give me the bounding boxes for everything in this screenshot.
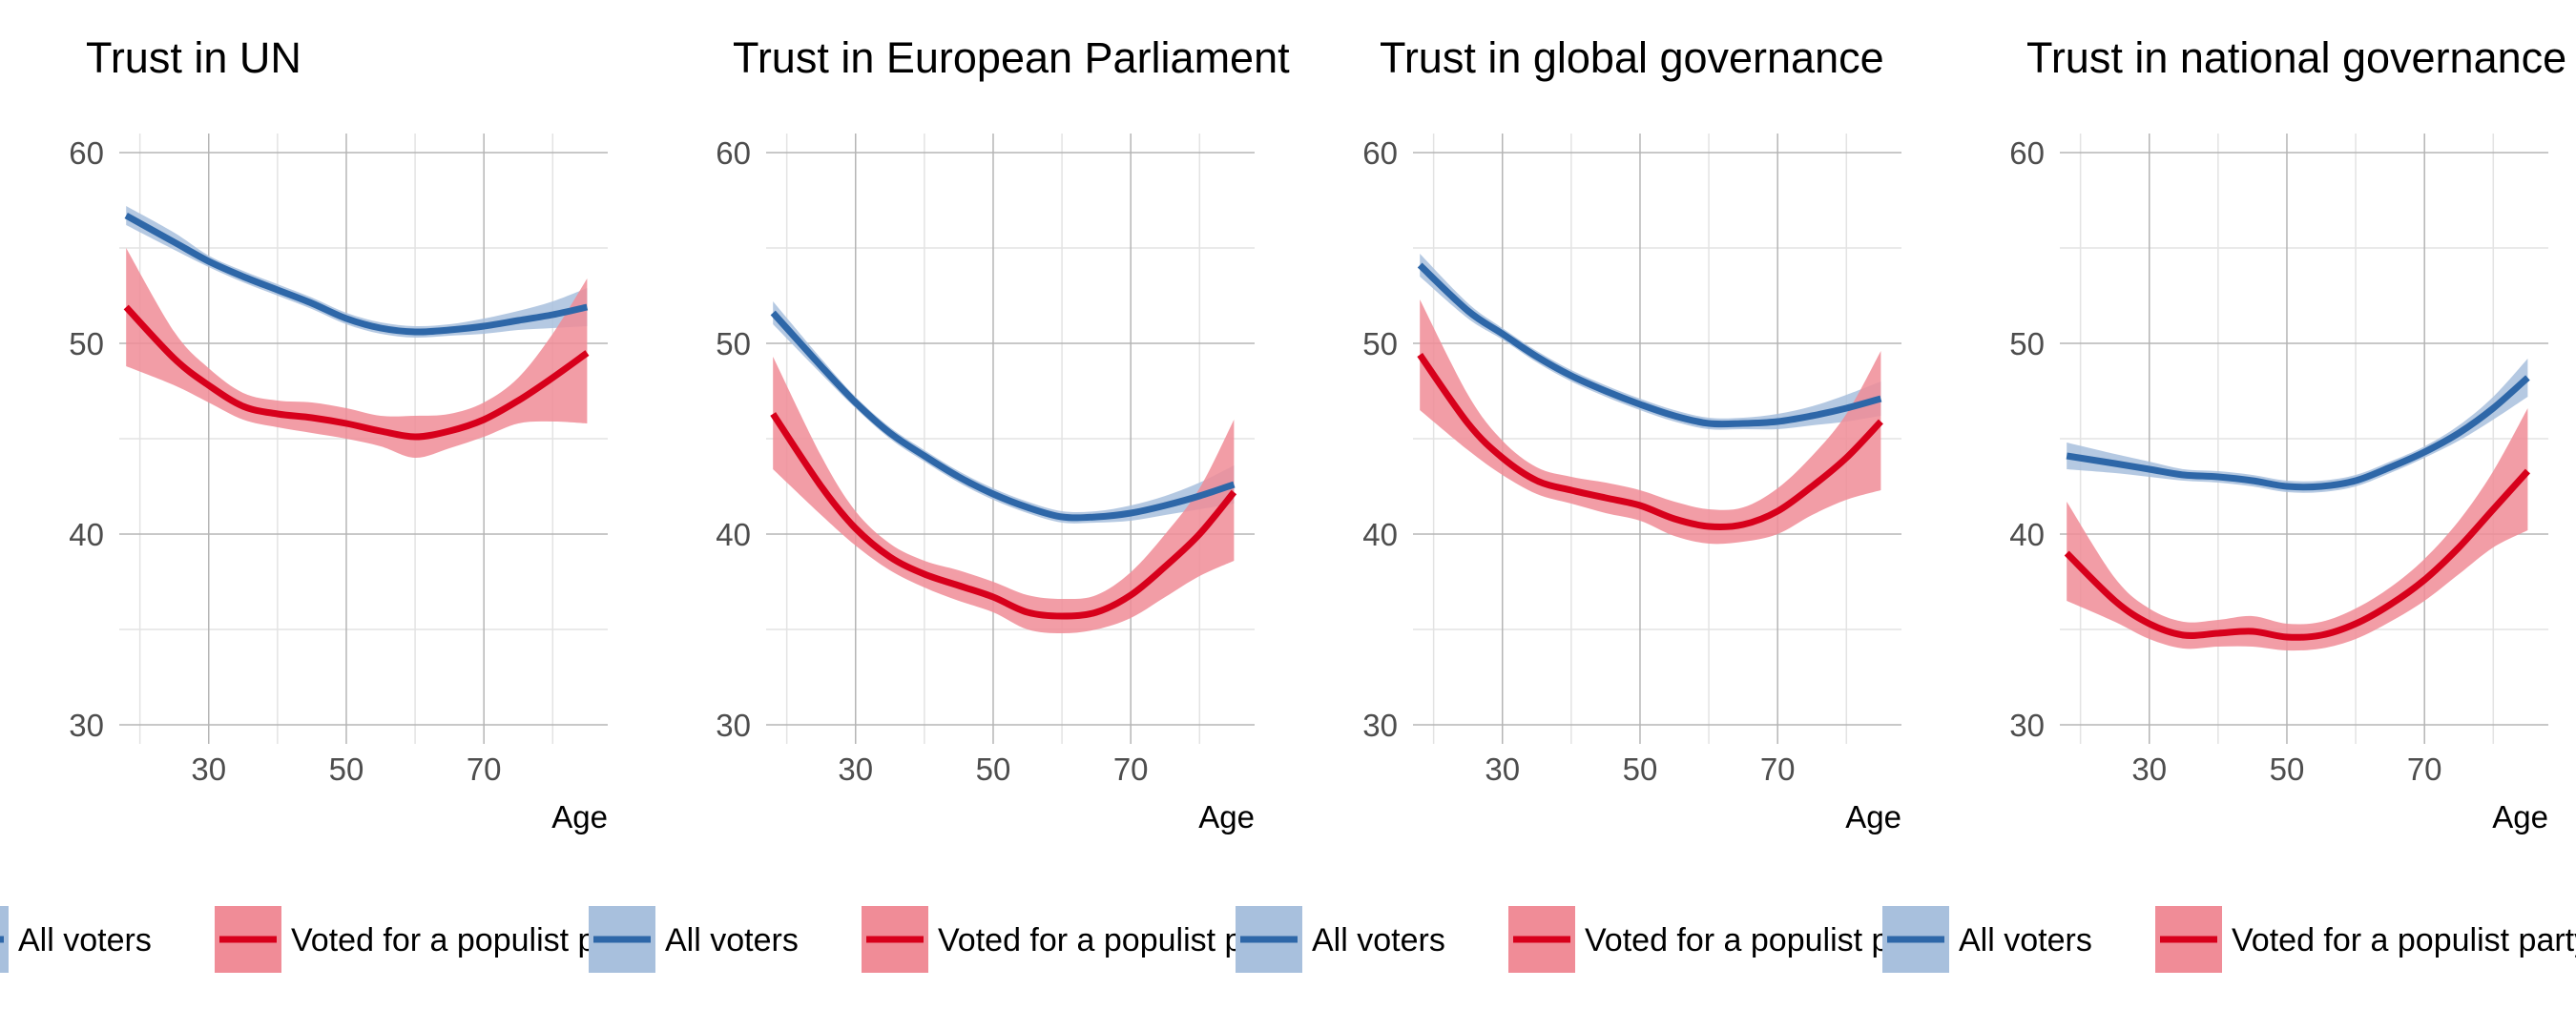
x-tick-label: 50: [1623, 752, 1658, 787]
all-voters-confidence-band: [773, 301, 1235, 524]
populist-trend-line: [770, 412, 1237, 620]
y-tick-label: 30: [2009, 708, 2045, 743]
y-tick-label: 50: [1362, 326, 1398, 361]
x-tick-label: 30: [838, 752, 873, 787]
legend-label-all-voters: All voters: [18, 922, 152, 958]
all-voters-trend-line: [770, 310, 1236, 522]
x-tick-label: 50: [329, 752, 364, 787]
panel-3: Trust in global governance 30 40 50 60 30 50 70…: [1362, 33, 1901, 834]
legend-label-populist: Voted for a populist party: [2232, 922, 2576, 958]
panel-title: Trust in global governance: [1380, 33, 1884, 82]
panel-1: Trust in UN 30 40 50 60 30 50 70 Age: [69, 33, 608, 834]
populist-confidence-band: [773, 357, 1235, 633]
all-voters-trend-line: [2066, 375, 2530, 491]
x-axis-label: Age: [1198, 799, 1255, 834]
x-tick-label: 70: [2407, 752, 2442, 787]
legend: All voters Voted for a populist party: [589, 906, 1297, 973]
panel-title: Trust in European Parliament: [733, 33, 1290, 82]
legend-label-all-voters: All voters: [665, 922, 799, 958]
y-tick-label: 50: [2009, 326, 2045, 361]
panel-title: Trust in UN: [86, 33, 301, 82]
panel-4: Trust in national governance 30 40 50 60 30 50…: [2009, 33, 2566, 834]
legend-key-all-voters: [0, 906, 9, 973]
y-tick-label: 50: [69, 326, 104, 361]
x-tick-label: 70: [1113, 752, 1149, 787]
y-tick-label: 60: [1362, 135, 1398, 171]
legend-label-all-voters: All voters: [1959, 922, 2092, 958]
y-tick-label: 50: [716, 326, 751, 361]
y-tick-label: 40: [1362, 517, 1398, 552]
y-tick-label: 40: [2009, 517, 2045, 552]
legend: All voters Voted for a populist party: [0, 906, 650, 973]
y-tick-label: 60: [2009, 135, 2045, 171]
x-tick-label: 50: [976, 752, 1011, 787]
x-axis-label: Age: [551, 799, 608, 834]
y-tick-label: 40: [69, 517, 104, 552]
all-voters-trend-line: [1417, 262, 1882, 428]
x-tick-label: 30: [1485, 752, 1520, 787]
y-tick-label: 60: [716, 135, 751, 171]
populist-trend-line: [1417, 352, 1883, 531]
legend-label-all-voters: All voters: [1312, 922, 1445, 958]
x-tick-label: 70: [467, 752, 502, 787]
all-voters-confidence-band: [2067, 359, 2528, 493]
y-tick-label: 30: [69, 708, 104, 743]
all-voters-confidence-band: [1420, 254, 1881, 430]
all-voters-confidence-band: [126, 206, 588, 339]
y-tick-label: 60: [69, 135, 104, 171]
panel-2: Trust in European Parliament 30 40 50 60 30 50…: [716, 33, 1290, 834]
populist-trend-line: [123, 304, 590, 441]
panel-title: Trust in national governance: [2026, 33, 2566, 82]
x-tick-label: 50: [2270, 752, 2305, 787]
y-tick-label: 40: [716, 517, 751, 552]
all-voters-trend-line: [124, 212, 589, 336]
y-tick-label: 30: [1362, 708, 1398, 743]
x-axis-label: Age: [1845, 799, 1901, 834]
x-tick-label: 30: [2131, 752, 2167, 787]
y-tick-label: 30: [716, 708, 751, 743]
legend: All voters Voted for a populist party: [1236, 906, 1943, 973]
populist-trend-line: [2064, 468, 2531, 641]
legend: All voters Voted for a populist party: [1882, 906, 2576, 973]
x-tick-label: 30: [191, 752, 226, 787]
x-axis-label: Age: [2492, 799, 2548, 834]
x-tick-label: 70: [1760, 752, 1796, 787]
